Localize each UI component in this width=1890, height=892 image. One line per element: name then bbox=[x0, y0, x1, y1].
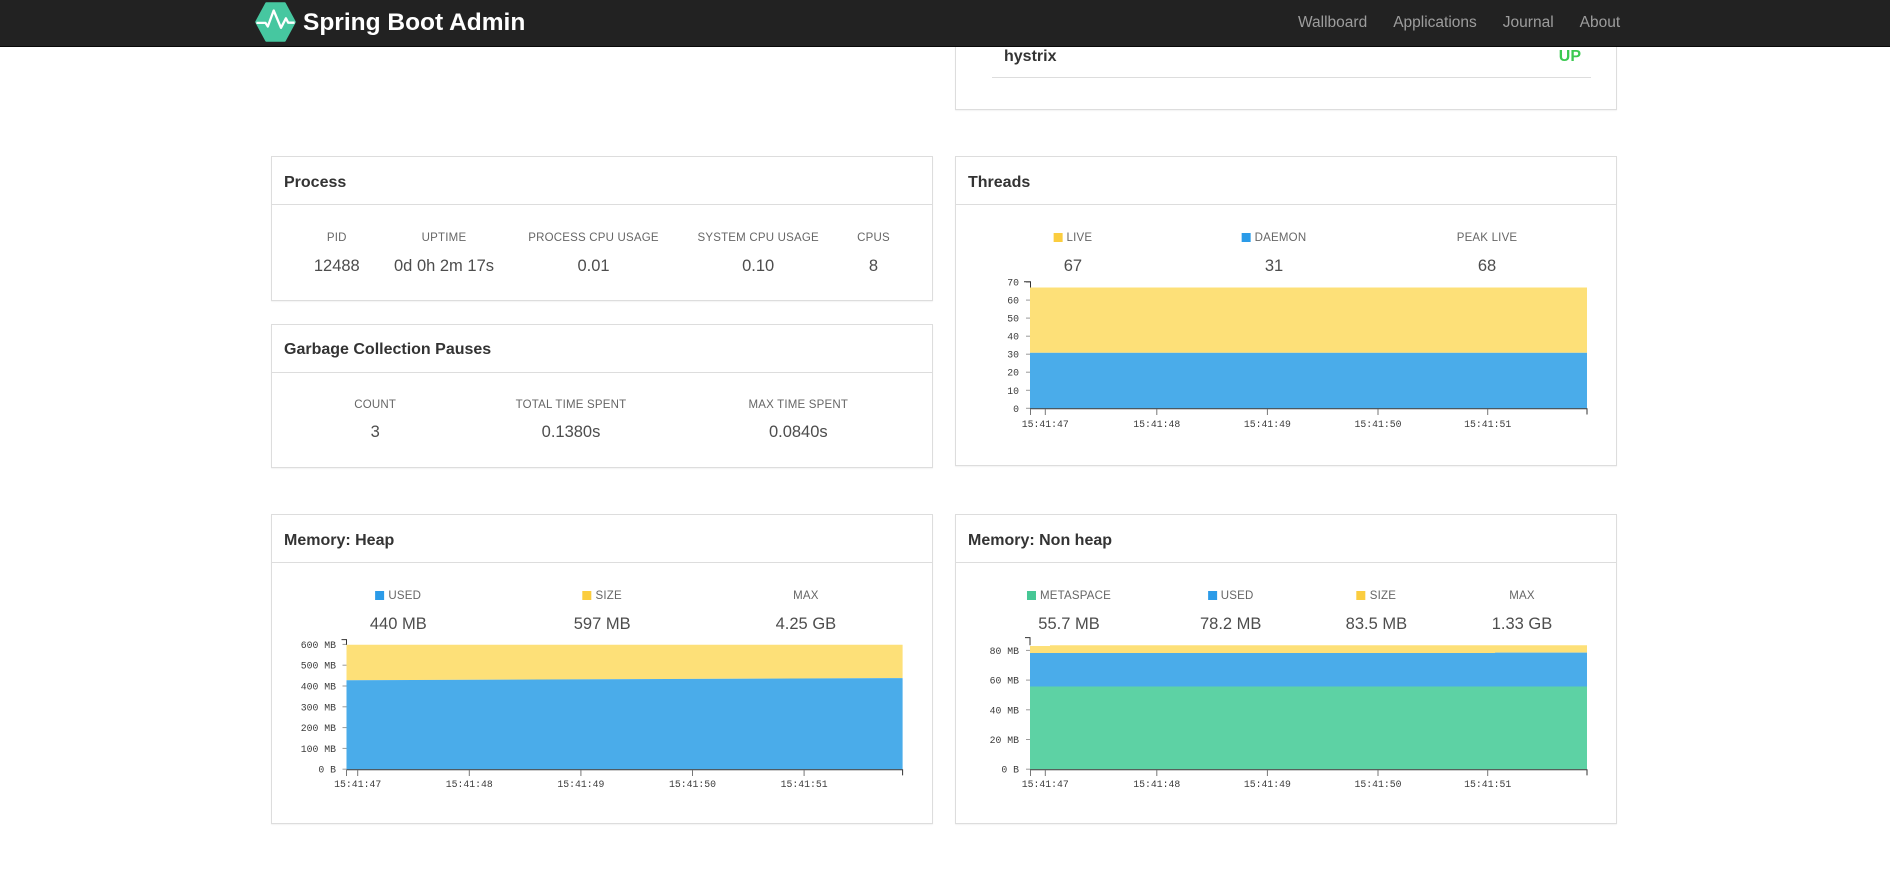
svg-text:15:41:49: 15:41:49 bbox=[1244, 779, 1291, 790]
svg-text:200 MB: 200 MB bbox=[301, 723, 336, 734]
svg-text:10: 10 bbox=[1007, 386, 1019, 397]
svg-text:40 MB: 40 MB bbox=[990, 705, 1020, 716]
svg-text:15:41:48: 15:41:48 bbox=[1133, 779, 1180, 790]
svg-text:15:41:48: 15:41:48 bbox=[446, 779, 493, 790]
svg-text:300 MB: 300 MB bbox=[301, 702, 336, 713]
svg-text:40: 40 bbox=[1007, 332, 1019, 343]
svg-text:0: 0 bbox=[1013, 404, 1019, 415]
svg-text:15:41:49: 15:41:49 bbox=[557, 779, 604, 790]
svg-text:60: 60 bbox=[1007, 296, 1019, 307]
svg-text:15:41:47: 15:41:47 bbox=[334, 779, 381, 790]
svg-text:15:41:50: 15:41:50 bbox=[1354, 419, 1401, 430]
svg-text:0 B: 0 B bbox=[318, 765, 336, 776]
svg-text:15:41:51: 15:41:51 bbox=[1464, 419, 1511, 430]
svg-text:60 MB: 60 MB bbox=[990, 676, 1020, 687]
svg-text:400 MB: 400 MB bbox=[301, 682, 336, 693]
svg-text:15:41:50: 15:41:50 bbox=[669, 779, 716, 790]
svg-text:100 MB: 100 MB bbox=[301, 744, 336, 755]
svg-text:15:41:49: 15:41:49 bbox=[1244, 419, 1291, 430]
svg-text:70: 70 bbox=[1007, 278, 1019, 289]
svg-text:30: 30 bbox=[1007, 350, 1019, 361]
svg-text:15:41:48: 15:41:48 bbox=[1133, 419, 1180, 430]
svg-text:15:41:51: 15:41:51 bbox=[781, 779, 828, 790]
svg-text:15:41:47: 15:41:47 bbox=[1022, 779, 1069, 790]
svg-text:20: 20 bbox=[1007, 368, 1019, 379]
svg-text:15:41:51: 15:41:51 bbox=[1464, 779, 1511, 790]
svg-text:0 B: 0 B bbox=[1001, 765, 1019, 776]
svg-text:20 MB: 20 MB bbox=[990, 735, 1020, 746]
svg-text:80 MB: 80 MB bbox=[990, 646, 1020, 657]
svg-text:15:41:50: 15:41:50 bbox=[1354, 779, 1401, 790]
svg-text:600 MB: 600 MB bbox=[301, 640, 336, 651]
svg-text:15:41:47: 15:41:47 bbox=[1022, 419, 1069, 430]
svg-text:50: 50 bbox=[1007, 314, 1019, 325]
svg-text:500 MB: 500 MB bbox=[301, 661, 336, 672]
